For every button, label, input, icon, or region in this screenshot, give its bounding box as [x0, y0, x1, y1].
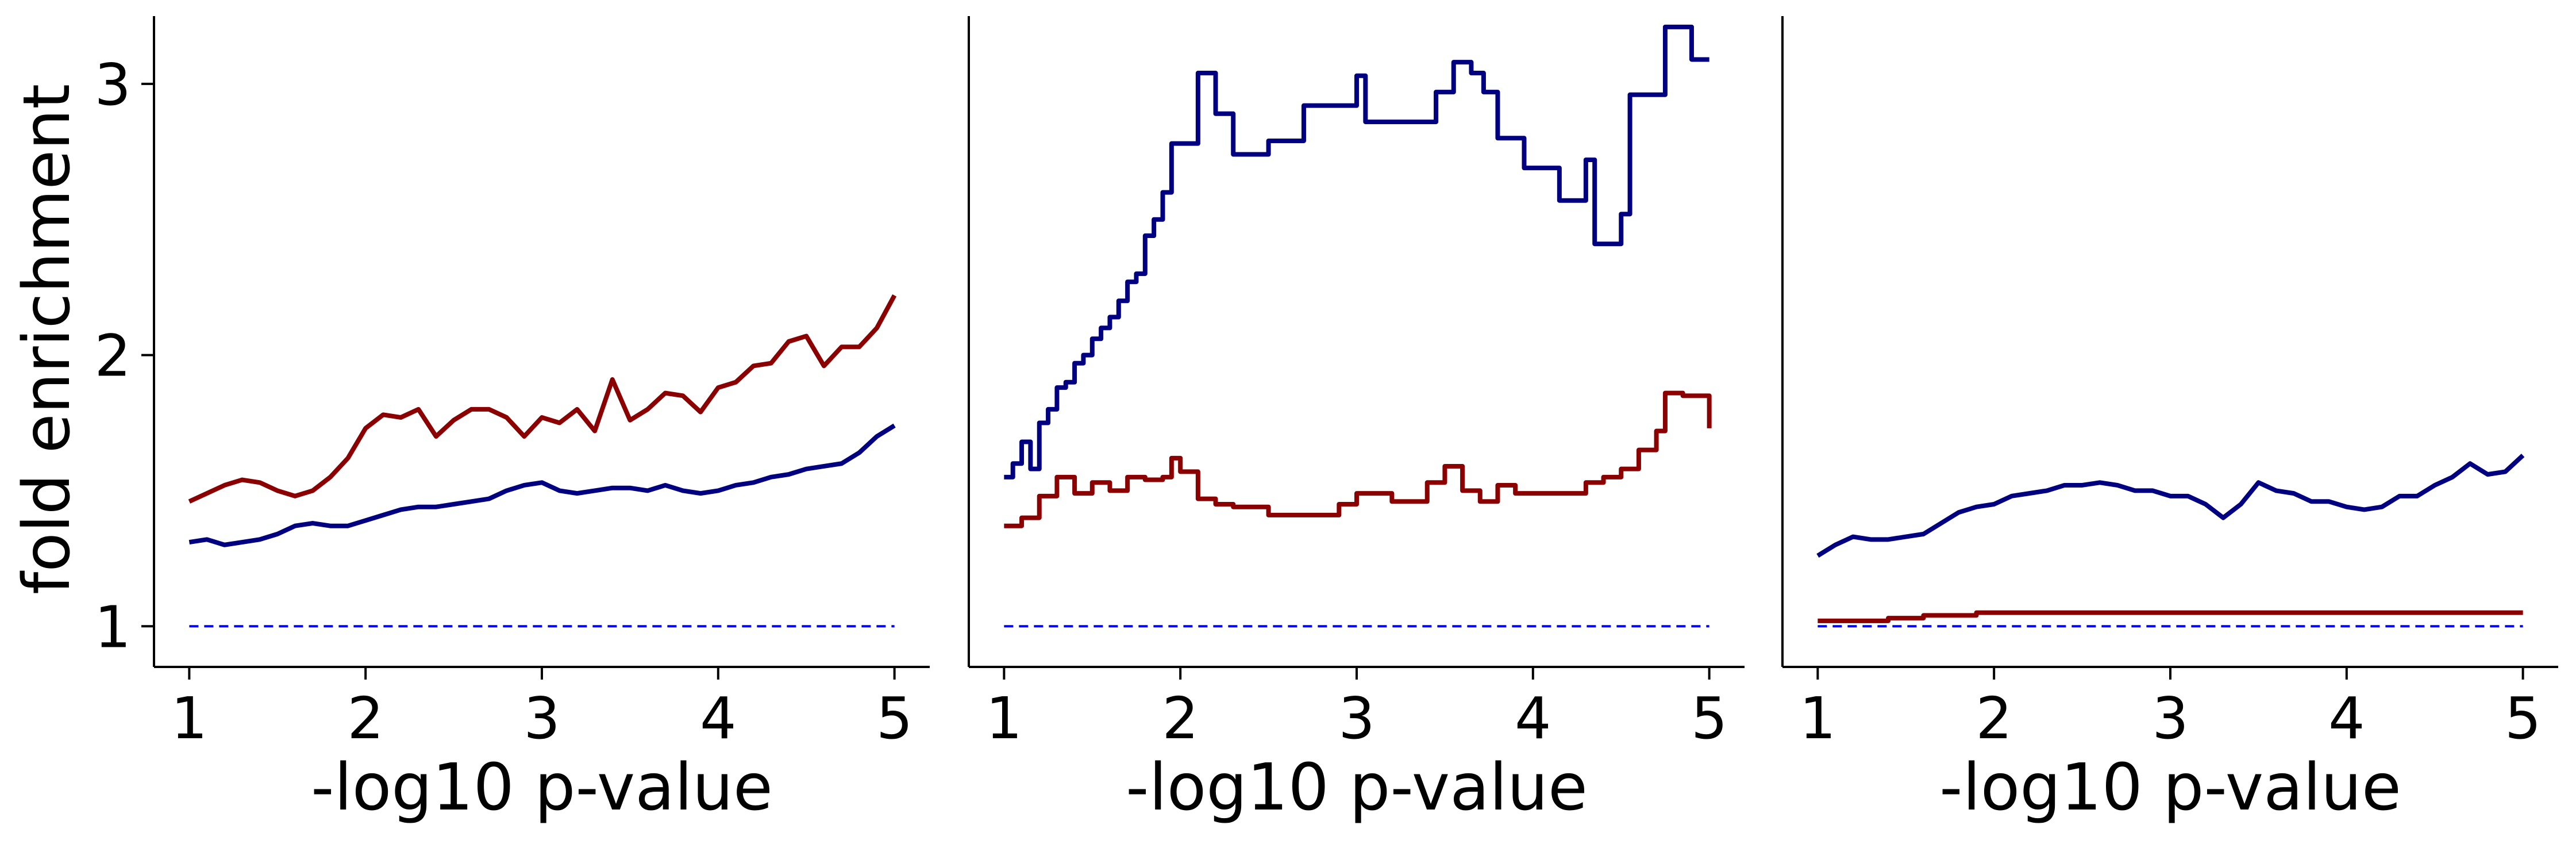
x-tick-label: 2 — [1976, 685, 2012, 752]
x-tick-label: 5 — [876, 685, 913, 752]
x-tick-label: 2 — [1162, 685, 1199, 752]
series-line-1 — [188, 294, 897, 504]
series-line-2 — [1818, 610, 2523, 623]
panel-3: 1 2 3 4 5 -log10 p-value — [1781, 16, 2558, 825]
x-tick-label: 3 — [2152, 685, 2189, 752]
x-tick-label: 3 — [523, 685, 560, 752]
x-tick-label: 3 — [1338, 685, 1375, 752]
x-tick-label: 1 — [1800, 685, 1836, 752]
y-axis-title: fold enrichment — [10, 84, 84, 594]
x-axis-title: -log10 p-value — [311, 750, 773, 825]
x-tick-label: 5 — [2505, 685, 2542, 752]
series-line-1 — [1816, 454, 2525, 558]
x-tick-label: 4 — [2328, 685, 2365, 752]
series-line-2 — [188, 423, 896, 547]
x-tick-label: 1 — [171, 685, 208, 752]
x-tick-label: 2 — [347, 685, 384, 752]
x-tick-label: 4 — [1515, 685, 1551, 752]
panel-2: 1 2 3 4 5 -log10 p-value — [968, 16, 1745, 825]
x-axis-title: -log10 p-value — [1126, 750, 1588, 825]
x-axis-title: -log10 p-value — [1939, 750, 2401, 825]
x-tick-label: 5 — [1691, 685, 1728, 752]
x-tick-label: 4 — [700, 685, 737, 752]
y-tick-label: 1 — [94, 593, 131, 661]
series-line-2 — [1004, 390, 1712, 528]
series-line-1 — [1004, 24, 1709, 479]
y-tick-label: 3 — [94, 51, 131, 118]
x-tick-label: 1 — [986, 685, 1023, 752]
y-tick-label: 2 — [94, 323, 131, 390]
